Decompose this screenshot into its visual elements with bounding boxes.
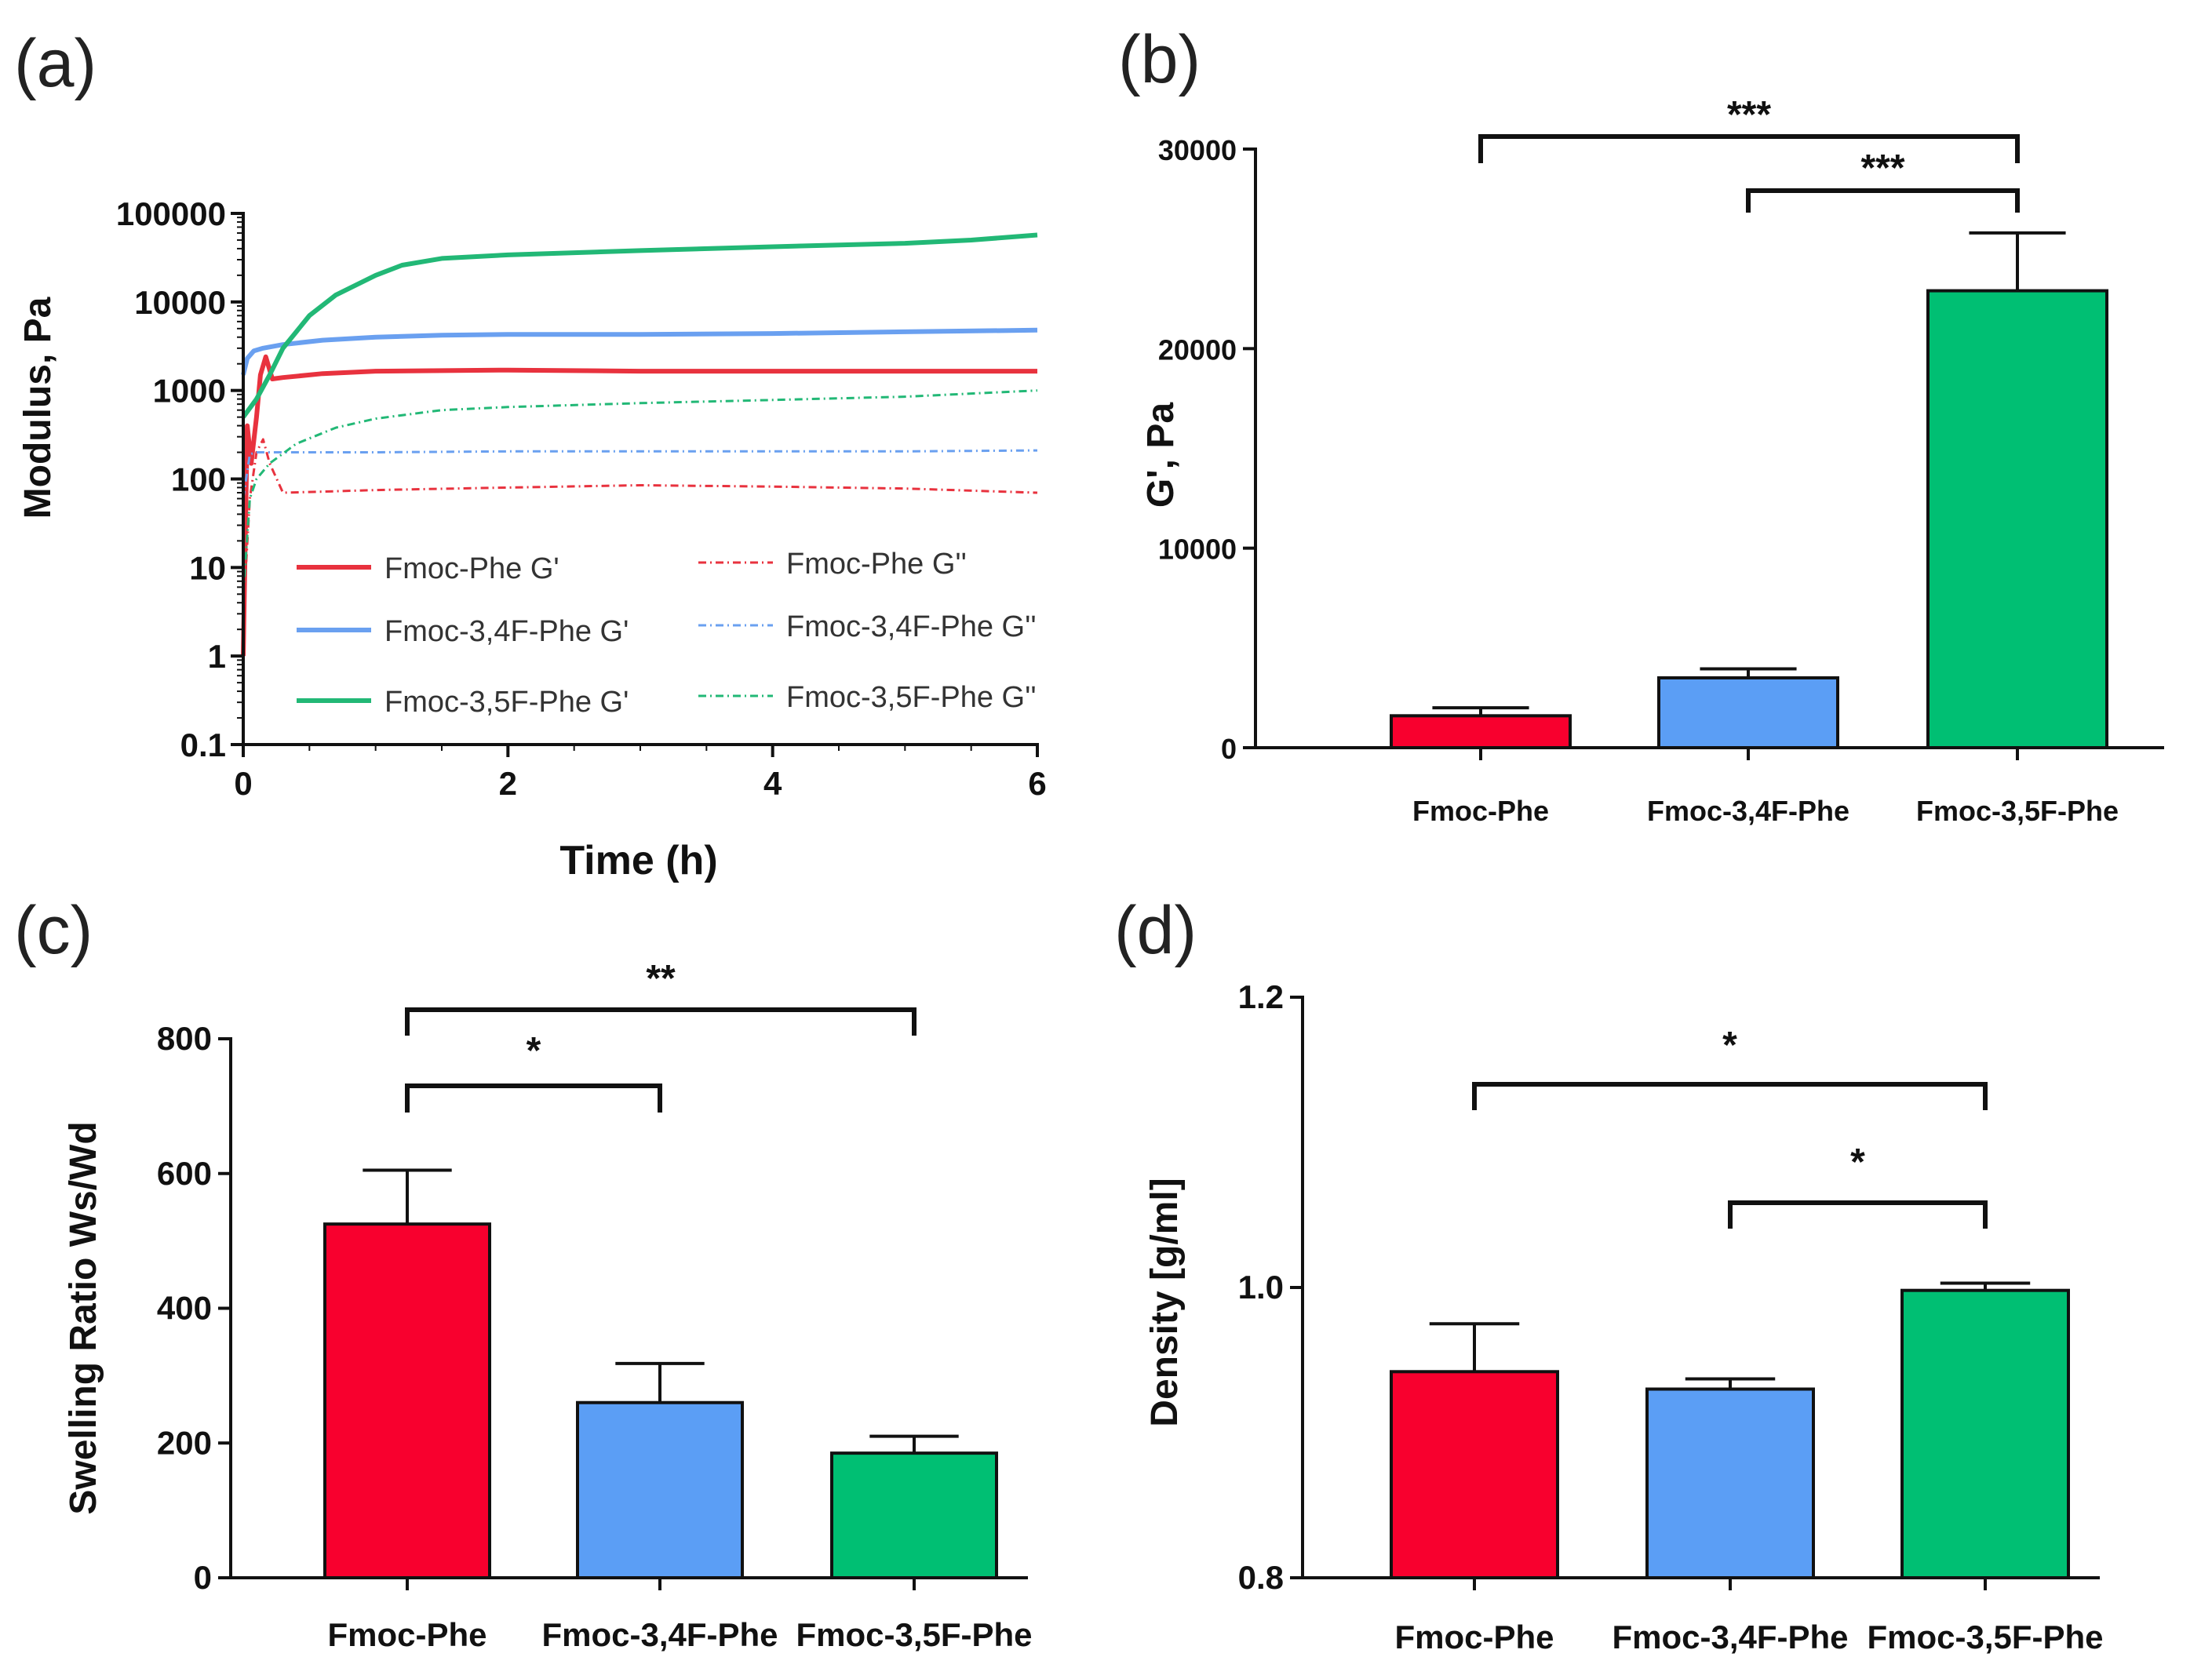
category-label-0: Fmoc-Phe bbox=[327, 1616, 486, 1653]
panel-c: (c) 0 200 400 600 800 Fmoc-Phe Fmoc-3,4F-Phe Fm… bbox=[14, 893, 1033, 1653]
panel-c-label: (c) bbox=[14, 893, 93, 968]
category-label-2: Fmoc-3,5F-Phe bbox=[1867, 1619, 2103, 1655]
bar-2 bbox=[1900, 1288, 2070, 1579]
bar-1 bbox=[1657, 676, 1839, 750]
panel-b-chart: 0 10000 20000 30000 Fmoc-Phe Fmoc-3,4F-Phe Fmo… bbox=[1158, 94, 2164, 827]
panel-b-ylabel: G', Pa bbox=[1140, 402, 1182, 508]
panel-a-label: (a) bbox=[14, 26, 97, 101]
panel-b: (b) 0 10000 20000 30000 Fmoc-Phe Fmoc-3,4F-Ph… bbox=[1118, 22, 2164, 827]
legend-label-4: Fmoc-3,4F-Phe G'' bbox=[786, 610, 1037, 643]
panel-a-axes: 0.1 1 10 100 1000 10000 100000 0 2 4 6 bbox=[116, 195, 1047, 802]
y-tick-label: 10 bbox=[189, 549, 226, 586]
legend-label-3: Fmoc-Phe G'' bbox=[786, 548, 967, 581]
y-tick-label: 0 bbox=[1221, 733, 1237, 765]
significance-label-1: * bbox=[527, 1030, 541, 1072]
x-tick-label: 2 bbox=[499, 765, 517, 802]
panel-a-legend: Fmoc-Phe G' Fmoc-3,4F-Phe G' Fmoc-3,5F-Phe… bbox=[297, 548, 1037, 719]
panel-d: (d) 0.8 1.0 1.2 Fmoc-Phe Fmoc-3,4F-Phe Fmoc-3… bbox=[1114, 893, 2104, 1655]
category-label-0: Fmoc-Phe bbox=[1412, 795, 1549, 827]
y-tick-label: 20000 bbox=[1158, 333, 1237, 366]
legend-label-5: Fmoc-3,5F-Phe G'' bbox=[786, 681, 1037, 714]
bar-1 bbox=[1645, 1387, 1815, 1579]
x-tick-label: 4 bbox=[763, 765, 782, 802]
panel-b-label: (b) bbox=[1118, 22, 1201, 97]
y-tick-label: 1.0 bbox=[1238, 1269, 1284, 1306]
legend-label-2: Fmoc-3,5F-Phe G' bbox=[384, 686, 629, 719]
panel-c-chart: 0 200 400 600 800 Fmoc-Phe Fmoc-3,4F-Phe Fmoc-3… bbox=[157, 958, 1033, 1653]
panel-d-ylabel: Density [g/ml] bbox=[1144, 1178, 1186, 1426]
significance-bracket-1 bbox=[405, 1083, 662, 1113]
significance-bracket-0 bbox=[1478, 134, 2020, 163]
panel-a-xlabel: Time (h) bbox=[559, 838, 717, 883]
category-label-1: Fmoc-3,4F-Phe bbox=[541, 1616, 778, 1653]
panel-d-label: (d) bbox=[1114, 893, 1197, 968]
series-line-2 bbox=[241, 232, 1038, 419]
significance-bracket-0 bbox=[405, 1007, 917, 1036]
y-tick-label: 30000 bbox=[1158, 134, 1237, 166]
panel-c-ylabel: Swelling Ratio Ws/Wd bbox=[63, 1121, 104, 1514]
panel-a: (a) 0.1 1 10 100 1000 10000 100000 0 2 4 6 Modulus… bbox=[14, 26, 1047, 883]
y-tick-label: 100 bbox=[171, 461, 226, 498]
y-tick-label: 100000 bbox=[116, 195, 226, 232]
y-tick-label: 10000 bbox=[1158, 534, 1237, 566]
series-line-4 bbox=[242, 449, 1038, 499]
bar-1 bbox=[576, 1400, 744, 1579]
panel-a-series bbox=[241, 232, 1038, 657]
y-tick-label: 0.8 bbox=[1238, 1559, 1284, 1596]
significance-label-0: * bbox=[1722, 1025, 1737, 1066]
category-label-1: Fmoc-3,4F-Phe bbox=[1612, 1619, 1848, 1655]
series-line-5 bbox=[242, 389, 1038, 595]
legend-label-1: Fmoc-3,4F-Phe G' bbox=[384, 615, 629, 648]
significance-label-1: *** bbox=[1860, 147, 1904, 189]
y-tick-label: 600 bbox=[157, 1155, 212, 1192]
y-tick-label: 1.2 bbox=[1238, 978, 1284, 1015]
series-line-0 bbox=[241, 354, 1037, 657]
category-label-0: Fmoc-Phe bbox=[1394, 1619, 1554, 1655]
y-tick-label: 400 bbox=[157, 1290, 212, 1327]
bar-0 bbox=[323, 1222, 491, 1579]
category-label-2: Fmoc-3,5F-Phe bbox=[1916, 795, 2119, 827]
y-tick-label: 1000 bbox=[153, 373, 226, 410]
y-tick-label: 0.1 bbox=[180, 727, 226, 763]
series-line-3 bbox=[242, 438, 1038, 614]
significance-label-0: *** bbox=[1727, 94, 1771, 136]
significance-bracket-0 bbox=[1472, 1082, 1988, 1110]
y-tick-label: 10000 bbox=[134, 284, 226, 321]
y-tick-label: 1 bbox=[208, 638, 226, 675]
y-tick-label: 800 bbox=[157, 1020, 212, 1057]
bar-2 bbox=[1926, 289, 2108, 749]
bar-0 bbox=[1390, 714, 1572, 749]
series-line-1 bbox=[241, 327, 1038, 376]
panel-a-ylabel: Modulus, Pa bbox=[17, 297, 59, 519]
x-tick-label: 6 bbox=[1028, 765, 1046, 802]
y-tick-label: 0 bbox=[194, 1559, 212, 1596]
significance-label-0: ** bbox=[646, 958, 676, 1000]
x-tick-label: 0 bbox=[234, 765, 252, 802]
bar-2 bbox=[830, 1451, 998, 1579]
category-label-2: Fmoc-3,5F-Phe bbox=[796, 1616, 1032, 1653]
significance-label-1: * bbox=[1850, 1142, 1865, 1183]
panel-d-chart: 0.8 1.0 1.2 Fmoc-Phe Fmoc-3,4F-Phe Fmoc-3,5F-… bbox=[1238, 978, 2104, 1655]
significance-bracket-1 bbox=[1746, 188, 2020, 213]
significance-bracket-1 bbox=[1728, 1200, 1988, 1229]
y-tick-label: 200 bbox=[157, 1424, 212, 1461]
legend-label-0: Fmoc-Phe G' bbox=[384, 552, 559, 585]
bar-0 bbox=[1390, 1370, 1559, 1580]
category-label-1: Fmoc-3,4F-Phe bbox=[1647, 795, 1849, 827]
